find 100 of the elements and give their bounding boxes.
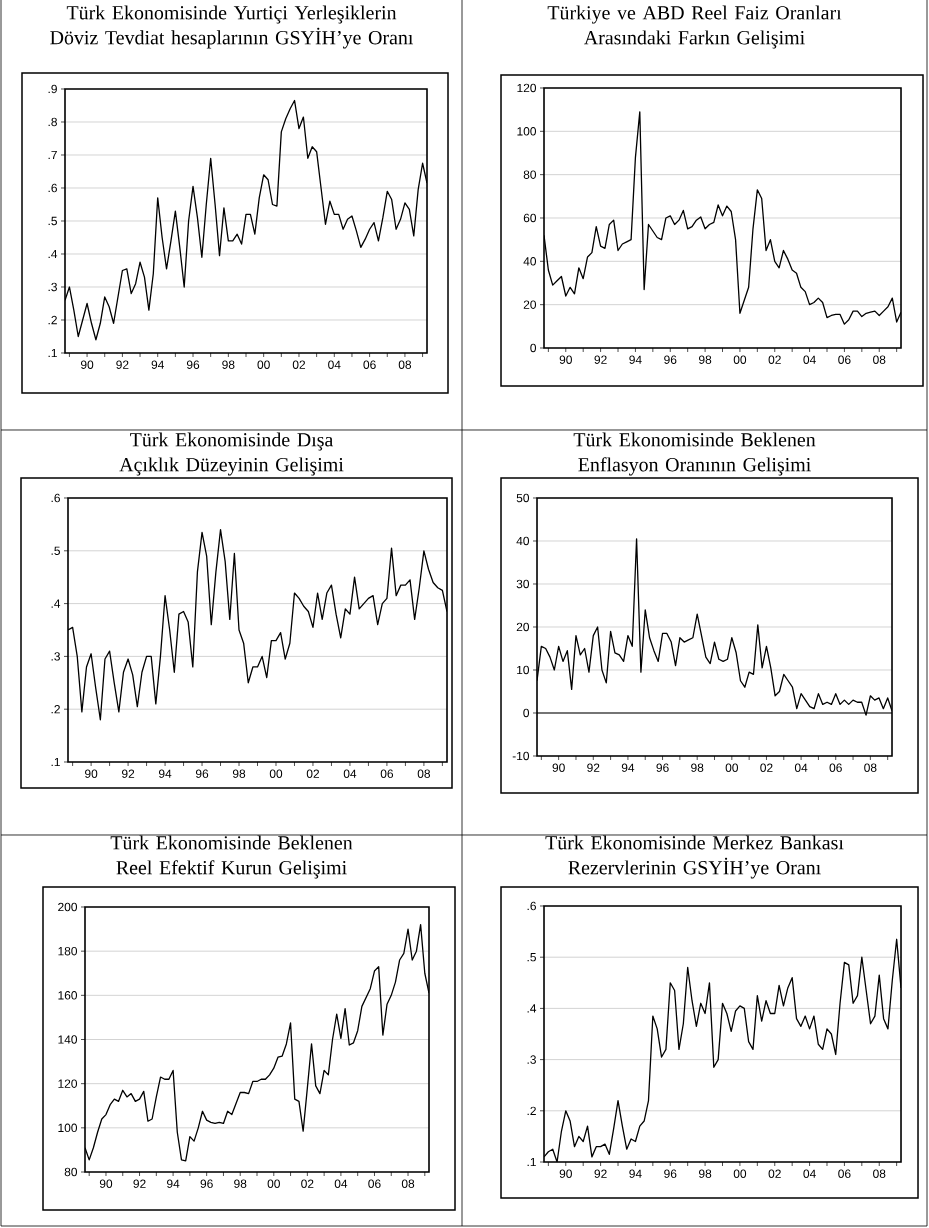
y-tick-label: .5 xyxy=(527,953,536,962)
y-tick-label: .5 xyxy=(48,216,57,226)
x-tick-label: 00 xyxy=(733,1169,747,1178)
y-tick-label: 100 xyxy=(58,1123,78,1133)
y-tick-label: 80 xyxy=(64,1167,78,1177)
x-tick-label: 90 xyxy=(99,1179,113,1188)
y-tick-label: .1 xyxy=(48,348,57,358)
x-tick-label: 94 xyxy=(167,1179,180,1188)
x-tick-label: 00 xyxy=(257,360,270,369)
x-tick-label: 96 xyxy=(195,769,209,778)
y-tick-label: 80 xyxy=(523,170,537,179)
x-tick-label: 02 xyxy=(768,355,781,364)
y-tick-label: 160 xyxy=(58,991,78,1000)
x-tick-label: 06 xyxy=(380,769,394,778)
x-tick-label: 08 xyxy=(864,763,877,772)
y-tick-label: .3 xyxy=(51,652,60,661)
chart-title: Türk Ekonomisinde Yurtiçi Yerleşiklerin Döviz Tevdiat hesaplarının GSYİH’ye Oranı xyxy=(50,5,414,49)
y-tick-label: .9 xyxy=(48,84,57,94)
x-tick-label: 04 xyxy=(334,1179,348,1188)
y-tick-label: 140 xyxy=(58,1035,78,1044)
x-tick-label: 02 xyxy=(301,1179,314,1188)
chart-title: Türkiye ve ABD Reel Faiz Oranları Arasındaki Farkın Gelişimi xyxy=(547,5,842,49)
x-tick-label: 90 xyxy=(85,769,98,778)
x-tick-label: 94 xyxy=(621,763,635,772)
x-tick-label: 06 xyxy=(363,360,376,369)
y-tick-label: .4 xyxy=(527,1004,537,1013)
x-tick-label: 90 xyxy=(552,763,565,772)
x-tick-label: 96 xyxy=(664,355,677,364)
y-tick-label: .8 xyxy=(48,117,57,127)
x-tick-label: 94 xyxy=(629,355,642,364)
y-tick-label: .3 xyxy=(48,282,57,292)
y-tick-label: 60 xyxy=(523,213,537,223)
x-tick-label: 96 xyxy=(664,1169,677,1178)
y-tick-label: .2 xyxy=(51,705,60,714)
y-tick-label: 100 xyxy=(517,127,537,136)
x-tick-label: 92 xyxy=(133,1179,146,1188)
x-tick-label: 00 xyxy=(267,1179,280,1188)
y-tick-label: .3 xyxy=(527,1055,536,1064)
chart-title: Türk Ekonomisinde Dışa Açıklık Düzeyinin Gelişimi xyxy=(119,432,344,476)
x-tick-label: 08 xyxy=(873,355,886,364)
x-tick-label: 08 xyxy=(401,1179,415,1188)
y-tick-label: 120 xyxy=(58,1079,78,1088)
x-tick-label: 08 xyxy=(417,769,431,778)
y-tick-label: .2 xyxy=(527,1106,536,1115)
x-tick-label: 92 xyxy=(122,769,135,778)
x-tick-label: 02 xyxy=(292,360,306,369)
x-tick-label: 06 xyxy=(838,355,851,364)
x-tick-label: 94 xyxy=(151,360,164,369)
x-tick-label: 98 xyxy=(232,769,246,778)
y-tick-label: -10 xyxy=(512,751,530,761)
x-tick-label: 00 xyxy=(733,355,747,364)
x-tick-label: 90 xyxy=(559,355,572,364)
x-tick-label: 92 xyxy=(116,360,129,369)
x-tick-label: 92 xyxy=(594,355,607,364)
y-tick-label: 40 xyxy=(523,257,537,266)
x-tick-label: 92 xyxy=(587,763,600,772)
x-tick-label: 98 xyxy=(691,763,704,772)
x-tick-label: 00 xyxy=(725,763,739,772)
x-tick-label: 02 xyxy=(768,1169,781,1178)
y-tick-label: .4 xyxy=(48,249,58,259)
y-tick-label: 30 xyxy=(516,579,530,589)
y-tick-label: 120 xyxy=(517,83,537,93)
chart-title: Türk Ekonomisinde Merkez Bankası Rezervlerinin GSYİH’ye Oranı xyxy=(545,835,844,879)
y-tick-label: .6 xyxy=(527,901,536,911)
y-tick-label: 0 xyxy=(523,708,530,718)
y-tick-label: .6 xyxy=(51,493,60,503)
y-tick-label: 10 xyxy=(517,665,530,675)
x-tick-label: 06 xyxy=(829,763,842,772)
x-tick-label: 90 xyxy=(559,1169,572,1178)
y-tick-label: 40 xyxy=(516,536,530,546)
x-tick-label: 96 xyxy=(186,360,200,369)
x-tick-label: 98 xyxy=(222,360,235,369)
x-tick-label: 90 xyxy=(80,360,94,369)
y-tick-label: .6 xyxy=(48,183,57,193)
y-tick-label: .5 xyxy=(51,546,60,555)
x-tick-label: 98 xyxy=(234,1179,247,1188)
x-tick-label: 94 xyxy=(629,1169,642,1178)
y-tick-label: .4 xyxy=(51,599,61,608)
x-tick-label: 04 xyxy=(794,763,808,772)
y-tick-label: 200 xyxy=(58,902,78,912)
x-tick-label: 98 xyxy=(699,1169,712,1178)
y-tick-label: .2 xyxy=(48,315,57,325)
x-tick-label: 04 xyxy=(343,769,357,778)
x-tick-label: 92 xyxy=(594,1169,607,1178)
x-tick-label: 06 xyxy=(838,1169,851,1178)
x-tick-label: 00 xyxy=(269,769,283,778)
y-tick-label: 20 xyxy=(516,622,530,632)
y-tick-label: 0 xyxy=(530,343,537,353)
y-tick-label: .7 xyxy=(48,150,57,160)
x-tick-label: 02 xyxy=(306,769,320,778)
x-tick-label: 06 xyxy=(368,1179,381,1188)
chart-title: Türk Ekonomisinde Beklenen Reel Efektif Kurun Gelişimi xyxy=(110,835,353,879)
chart-title: Türk Ekonomisinde Beklenen Enflasyon Oranının Gelişimi xyxy=(573,432,816,476)
x-tick-label: 96 xyxy=(200,1179,213,1188)
y-tick-label: .1 xyxy=(527,1157,536,1167)
y-tick-label: 20 xyxy=(523,300,537,309)
x-tick-label: 96 xyxy=(656,763,669,772)
x-tick-label: 04 xyxy=(328,360,341,369)
y-tick-label: .1 xyxy=(51,757,60,767)
x-tick-label: 02 xyxy=(760,763,773,772)
